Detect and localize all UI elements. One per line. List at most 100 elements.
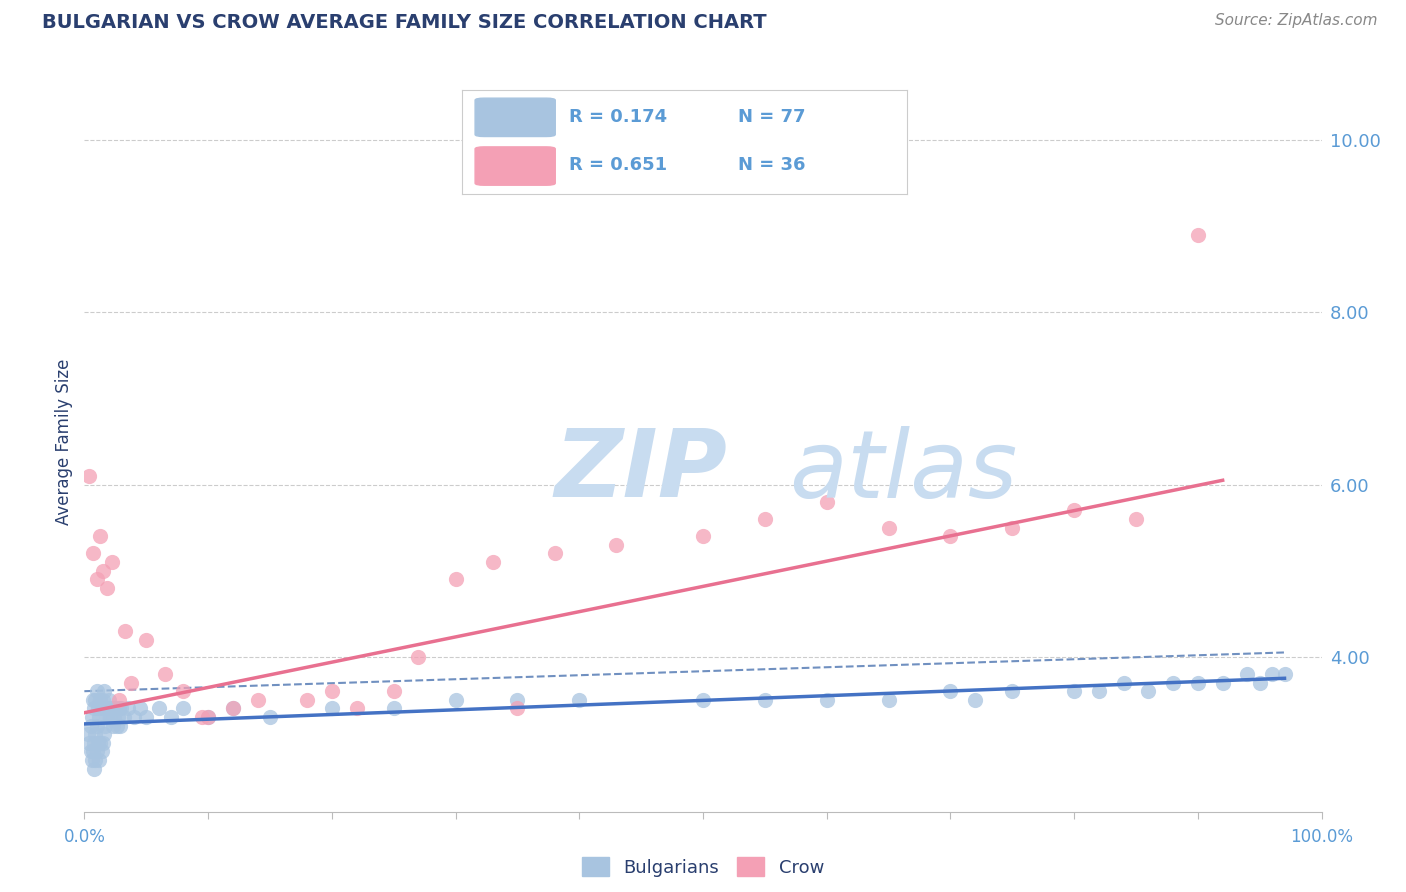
Point [91,693,114,707]
Point [96,581,118,595]
Point [754,693,776,707]
Point [506,693,529,707]
Point [1063,503,1085,517]
Point [122,710,145,724]
Point [84,727,107,741]
Point [1249,675,1271,690]
Point [815,693,838,707]
Point [100,555,122,569]
Point [90,744,112,758]
Point [93,727,115,741]
Point [117,701,139,715]
Point [83,701,105,715]
Point [321,701,343,715]
Point [1112,675,1135,690]
Point [692,693,714,707]
Point [1137,684,1160,698]
Point [97,701,120,715]
Point [114,624,136,638]
Point [877,693,900,707]
Point [222,701,245,715]
Point [965,693,987,707]
Point [1063,684,1085,698]
Point [135,632,157,647]
Point [1001,521,1024,535]
Point [89,693,111,707]
Point [1187,227,1209,242]
Point [110,718,132,732]
Point [1161,675,1184,690]
Point [197,710,219,724]
Point [80,753,103,767]
Point [82,693,104,707]
Point [295,693,318,707]
Point [82,744,104,758]
Point [160,710,183,724]
Point [222,701,245,715]
Point [321,684,343,698]
Point [79,469,101,483]
Point [568,693,591,707]
Point [93,684,115,698]
Point [444,693,467,707]
Point [107,710,129,724]
Point [754,512,776,526]
Point [89,710,111,724]
Text: ZIP: ZIP [554,425,727,517]
Point [815,495,838,509]
Point [1088,684,1111,698]
Point [86,744,108,758]
Point [382,701,405,715]
Text: 100.0%: 100.0% [1291,829,1353,847]
Point [1274,667,1296,681]
Point [1212,675,1234,690]
Point [103,710,125,724]
Point [89,529,111,543]
Text: atlas: atlas [790,425,1018,516]
Point [98,693,121,707]
Point [98,710,121,724]
Point [148,701,170,715]
Y-axis label: Average Family Size: Average Family Size [55,359,73,524]
Point [408,649,430,664]
Point [94,718,117,732]
Point [692,529,714,543]
Point [79,718,101,732]
Point [79,736,101,750]
Point [84,693,107,707]
Point [543,546,565,560]
Point [939,684,962,698]
Point [1125,512,1147,526]
Point [86,718,108,732]
Point [1187,675,1209,690]
Point [82,546,104,560]
Point [90,701,112,715]
Text: BULGARIAN VS CROW AVERAGE FAMILY SIZE CORRELATION CHART: BULGARIAN VS CROW AVERAGE FAMILY SIZE CO… [42,13,766,32]
Point [939,529,962,543]
Point [112,710,135,724]
Point [105,718,128,732]
Point [172,684,194,698]
Point [197,710,219,724]
Point [91,736,114,750]
Point [84,753,107,767]
Point [153,667,176,681]
Point [89,736,111,750]
Point [605,538,627,552]
Point [87,736,110,750]
Point [120,675,142,690]
Point [135,710,157,724]
Point [382,684,405,698]
Point [506,701,529,715]
Point [108,701,131,715]
Point [877,521,900,535]
Point [77,727,100,741]
Point [104,701,127,715]
Point [172,701,194,715]
Point [108,693,131,707]
Point [89,753,111,767]
Point [79,744,101,758]
Point [1001,684,1024,698]
Point [86,684,108,698]
Point [444,572,467,586]
